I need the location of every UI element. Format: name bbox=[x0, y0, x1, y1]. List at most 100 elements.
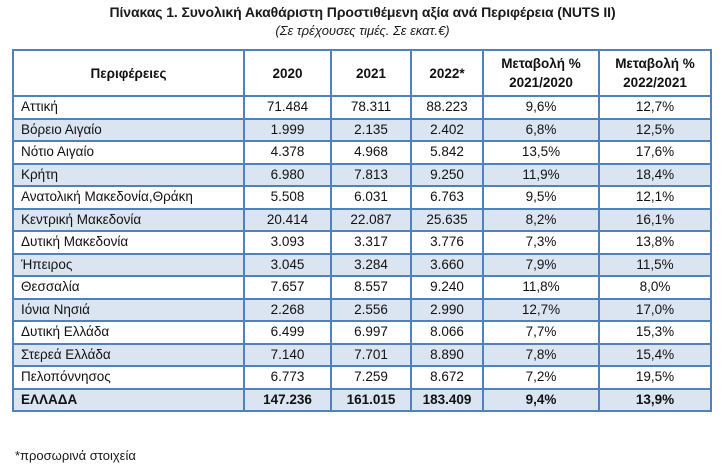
cell-2021: 2.556 bbox=[330, 297, 412, 322]
cell-change-2022-2021: 15,4% bbox=[598, 342, 712, 367]
cell-2020: 3.093 bbox=[243, 230, 332, 255]
cell-region: Νότιο Αιγαίο bbox=[12, 140, 245, 165]
cell-change-2022-2021: 15,3% bbox=[598, 320, 712, 345]
cell-change-2022-2021: 17,0% bbox=[598, 297, 712, 322]
cell-2020: 1.999 bbox=[243, 117, 332, 142]
table-row: Ανατολική Μακεδονία,Θράκη 5.508 6.031 6.763… bbox=[12, 185, 712, 210]
cell-2020: 6.980 bbox=[243, 162, 332, 187]
cell-2022: 8.890 bbox=[410, 342, 484, 367]
cell-change-2021-2020: 11,9% bbox=[482, 162, 600, 187]
cell-change-2021-2020: 7,3% bbox=[482, 230, 600, 255]
table-body: Αττική 71.484 78.311 88.223 9,6% 12,7% Βόρειο … bbox=[12, 95, 712, 390]
cell-2022: 2.990 bbox=[410, 297, 484, 322]
table-row: Βόρειο Αιγαίο 1.999 2.135 2.402 6,8% 12,5% bbox=[12, 117, 712, 142]
cell-region: Πελοπόννησος bbox=[12, 365, 245, 390]
total-row: ΕΛΛΑΔΑ 147.236 161.015 183.409 9,4% 13,9… bbox=[12, 387, 712, 412]
cell-2021: 3.317 bbox=[330, 230, 412, 255]
cell-2021: 78.311 bbox=[330, 95, 412, 120]
cell-change-2021-2020: 13,5% bbox=[482, 140, 600, 165]
cell-change-2021-2020: 9,5% bbox=[482, 185, 600, 210]
cell-change-2021-2020: 7,2% bbox=[482, 365, 600, 390]
cell-2021: 7.259 bbox=[330, 365, 412, 390]
cell-change-2022-2021: 12,7% bbox=[598, 95, 712, 120]
cell-2020: 3.045 bbox=[243, 252, 332, 277]
cell-region: Δυτική Μακεδονία bbox=[12, 230, 245, 255]
cell-change-2021-2020: 7,7% bbox=[482, 320, 600, 345]
cell-2021: 6.031 bbox=[330, 185, 412, 210]
cell-2022: 5.842 bbox=[410, 140, 484, 165]
cell-2020: 7.657 bbox=[243, 275, 332, 300]
table-subtitle: (Σε τρέχουσες τιμές. Σε εκατ.€) bbox=[275, 23, 450, 38]
header-2020: 2020 bbox=[243, 49, 332, 97]
cell-2022: 3.776 bbox=[410, 230, 484, 255]
table-row: Δυτική Μακεδονία 3.093 3.317 3.776 7,3% 13,8% bbox=[12, 230, 712, 255]
header-region: Περιφέρειες bbox=[12, 49, 245, 97]
cell-region: Ιόνια Νησιά bbox=[12, 297, 245, 322]
header-change-2022-2021-line2: 2022/2021 bbox=[623, 75, 687, 90]
cell-2020: 71.484 bbox=[243, 95, 332, 120]
table-row: Κεντρική Μακεδονία 20.414 22.087 25.635 8,2%… bbox=[12, 207, 712, 232]
cell-2020: 7.140 bbox=[243, 342, 332, 367]
cell-change-2021-2020: 7,9% bbox=[482, 252, 600, 277]
total-2021: 161.015 bbox=[330, 387, 412, 412]
cell-2022: 8.066 bbox=[410, 320, 484, 345]
cell-2020: 6.773 bbox=[243, 365, 332, 390]
cell-2022: 88.223 bbox=[410, 95, 484, 120]
total-2022: 183.409 bbox=[410, 387, 484, 412]
cell-2021: 22.087 bbox=[330, 207, 412, 232]
cell-region: Αττική bbox=[12, 95, 245, 120]
cell-2021: 7.813 bbox=[330, 162, 412, 187]
total-change-2021-2020: 9,4% bbox=[482, 387, 600, 412]
header-change-2021-2020-line2: 2021/2020 bbox=[509, 75, 573, 90]
cell-2022: 8.672 bbox=[410, 365, 484, 390]
cell-region: Κεντρική Μακεδονία bbox=[12, 207, 245, 232]
cell-region: Κρήτη bbox=[12, 162, 245, 187]
cell-change-2022-2021: 16,1% bbox=[598, 207, 712, 232]
cell-2022: 3.660 bbox=[410, 252, 484, 277]
cell-2020: 20.414 bbox=[243, 207, 332, 232]
header-change-2021-2020-line1: Μεταβολή % bbox=[501, 56, 581, 71]
header-2022: 2022* bbox=[410, 49, 484, 97]
cell-region: Δυτική Ελλάδα bbox=[12, 320, 245, 345]
cell-change-2022-2021: 13,8% bbox=[598, 230, 712, 255]
table-row: Πελοπόννησος 6.773 7.259 8.672 7,2% 19,5% bbox=[12, 365, 712, 390]
table-title: Πίνακας 1. Συνολική Ακαθάριστη Προστιθέμ… bbox=[109, 4, 616, 20]
header-change-2022-2021-line1: Μεταβολή % bbox=[615, 56, 695, 71]
table-row: Κρήτη 6.980 7.813 9.250 11,9% 18,4% bbox=[12, 162, 712, 187]
cell-2020: 5.508 bbox=[243, 185, 332, 210]
cell-2020: 4.378 bbox=[243, 140, 332, 165]
cell-region: Ανατολική Μακεδονία,Θράκη bbox=[12, 185, 245, 210]
cell-change-2022-2021: 8,0% bbox=[598, 275, 712, 300]
cell-change-2022-2021: 17,6% bbox=[598, 140, 712, 165]
cell-change-2021-2020: 11,8% bbox=[482, 275, 600, 300]
cell-2021: 3.284 bbox=[330, 252, 412, 277]
cell-2020: 6.499 bbox=[243, 320, 332, 345]
cell-change-2021-2020: 12,7% bbox=[482, 297, 600, 322]
cell-region: Ήπειρος bbox=[12, 252, 245, 277]
table-row: Στερεά Ελλάδα 7.140 7.701 8.890 7,8% 15,4% bbox=[12, 342, 712, 367]
cell-change-2021-2020: 9,6% bbox=[482, 95, 600, 120]
table-row: Αττική 71.484 78.311 88.223 9,6% 12,7% bbox=[12, 95, 712, 120]
cell-change-2022-2021: 18,4% bbox=[598, 162, 712, 187]
cell-change-2022-2021: 11,5% bbox=[598, 252, 712, 277]
table-row: Ιόνια Νησιά 2.268 2.556 2.990 12,7% 17,0% bbox=[12, 297, 712, 322]
header-change-2022-2021: Μεταβολή % 2022/2021 bbox=[598, 49, 712, 97]
cell-2022: 9.250 bbox=[410, 162, 484, 187]
cell-change-2021-2020: 6,8% bbox=[482, 117, 600, 142]
cell-2022: 2.402 bbox=[410, 117, 484, 142]
cell-change-2022-2021: 19,5% bbox=[598, 365, 712, 390]
cell-2022: 6.763 bbox=[410, 185, 484, 210]
cell-2021: 8.557 bbox=[330, 275, 412, 300]
total-region: ΕΛΛΑΔΑ bbox=[12, 387, 245, 412]
cell-2021: 7.701 bbox=[330, 342, 412, 367]
header-2021: 2021 bbox=[330, 49, 412, 97]
regional-gva-table: Περιφέρειες 2020 2021 2022* Μεταβολή % 2… bbox=[12, 49, 712, 412]
header-change-2021-2020: Μεταβολή % 2021/2020 bbox=[482, 49, 600, 97]
cell-change-2021-2020: 7,8% bbox=[482, 342, 600, 367]
total-change-2022-2021: 13,9% bbox=[598, 387, 712, 412]
cell-region: Βόρειο Αιγαίο bbox=[12, 117, 245, 142]
cell-change-2022-2021: 12,5% bbox=[598, 117, 712, 142]
cell-2020: 2.268 bbox=[243, 297, 332, 322]
cell-2021: 4.968 bbox=[330, 140, 412, 165]
table-row: Ήπειρος 3.045 3.284 3.660 7,9% 11,5% bbox=[12, 252, 712, 277]
